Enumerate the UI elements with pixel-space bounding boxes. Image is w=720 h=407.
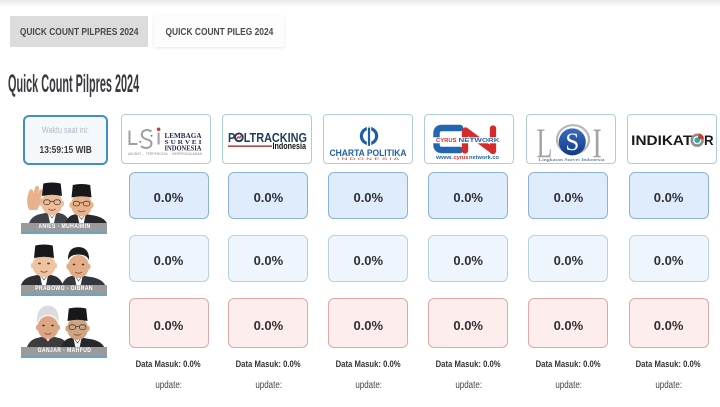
svg-text:www.: www. [435,155,454,161]
svg-text:cyrus: cyrus [454,155,469,161]
svg-text:Indonesia: Indonesia [272,141,306,151]
svg-text:CYRUS: CYRUS [436,138,457,144]
svg-text:I: I [592,120,601,163]
svg-text:AKURAT - TERPERCAYA - BERP: AKURAT - TERPERCAYA - BERPENGALAMAN [128,152,203,156]
svg-text:S U R V E I: S U R V E I [164,140,202,146]
svg-text:S: S [565,129,579,156]
svg-text:INDONESIA: INDONESIA [164,145,201,153]
svg-text:Lingkaran Survei Indonesia: Lingkaran Survei Indonesia [538,157,604,162]
svg-text:POLTRACKING: POLTRACKING [228,130,307,145]
svg-text:I N D O N E S I A: I N D O N E S I A [337,157,401,161]
svg-text:L: L [536,120,552,163]
svg-text:CHARTA POLITIKA: CHARTA POLITIKA [330,148,407,158]
svg-text:network.co: network.co [469,155,500,161]
svg-text:INDIKAT: INDIKAT [631,133,693,148]
svg-text:NETWORK: NETWORK [459,138,501,144]
svg-text:R: R [704,133,714,148]
svg-text:LEMBAGA: LEMBAGA [164,132,201,140]
